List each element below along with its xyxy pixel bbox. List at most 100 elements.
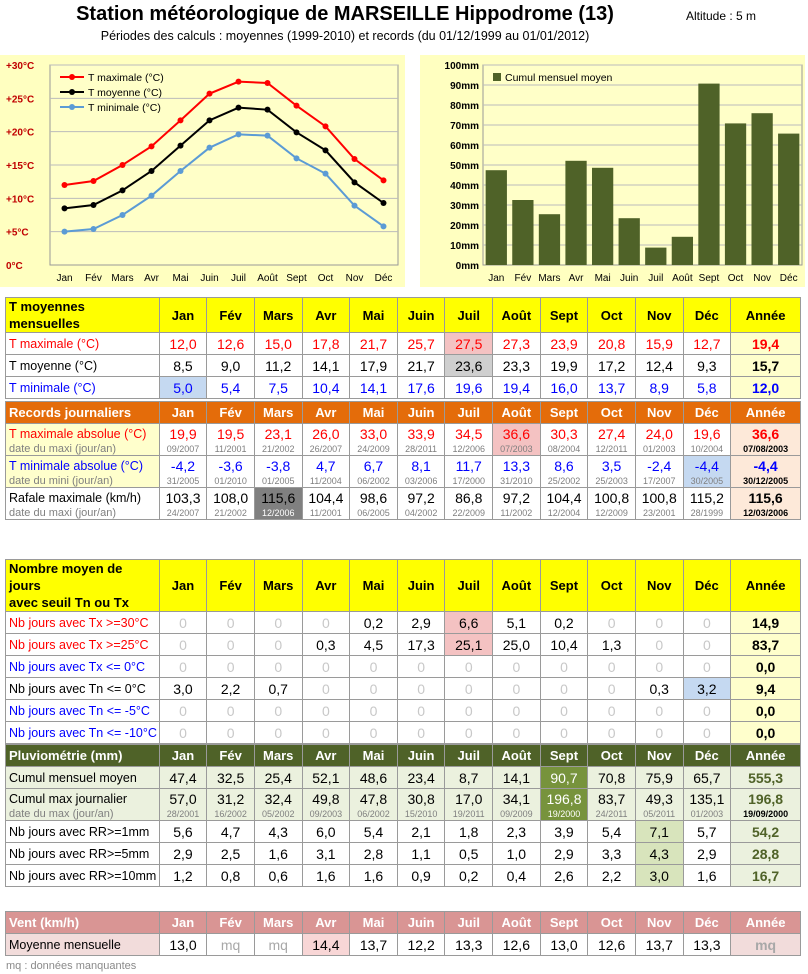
table-cell: 0,7 xyxy=(253,677,303,700)
table-cell: 0 xyxy=(539,699,589,722)
month-header: Oct xyxy=(587,559,636,612)
y-tick-label: 20mm xyxy=(450,221,479,232)
table-cell: 0 xyxy=(253,633,303,656)
month-header: Mai xyxy=(349,559,398,612)
table-cell: 1,8 xyxy=(444,820,494,843)
data-point xyxy=(264,80,271,86)
table-cell: 31,2 xyxy=(206,788,255,809)
x-tick-label: Juil xyxy=(231,273,246,284)
table-cell: 3,3 xyxy=(587,842,636,865)
year-header: Année xyxy=(730,401,801,424)
data-point xyxy=(293,155,300,162)
month-header: Fév xyxy=(206,297,255,333)
date-row: date du maxi (jour/an) 09/2007 11/2001 21/2… xyxy=(5,444,801,456)
legend-swatch xyxy=(493,73,501,81)
table-cell: 26,0 xyxy=(301,423,351,444)
table-cell: 11,7 xyxy=(444,455,494,476)
date-cell: 17/2000 xyxy=(444,476,494,488)
month-header: Mars xyxy=(253,297,303,333)
table-cell: 0 xyxy=(682,699,732,722)
data-point xyxy=(264,132,271,139)
data-point xyxy=(351,179,358,186)
table-cell: 6,7 xyxy=(349,455,398,476)
table-cell: 104,4 xyxy=(539,487,589,508)
bar xyxy=(751,113,773,265)
date-cell: 30/2005 xyxy=(682,476,732,488)
y-tick-label: 10mm xyxy=(450,241,479,252)
table-cell: 0 xyxy=(301,611,351,634)
date-cell: 12/2009 xyxy=(587,508,636,520)
table-t-moyennes: T moyennes mensuelles Jan Fév Mars Avr Mai Jui… xyxy=(5,297,801,399)
date-cell: 28/2001 xyxy=(158,809,208,821)
table-cell: 97,2 xyxy=(396,487,446,508)
table-cell: 0 xyxy=(634,655,684,678)
row-label: Cumul max journalier xyxy=(5,788,160,809)
month-header: Sept xyxy=(539,401,589,424)
year-cell: 0,0 xyxy=(730,655,801,678)
table-cell: 3,5 xyxy=(587,455,636,476)
table-row: Nb jours avec Tx >=25°C 0 0 0 0,3 4,5 17,3 25,1… xyxy=(5,633,801,656)
table-cell: 32,4 xyxy=(253,788,303,809)
x-tick-label: Jan xyxy=(56,273,72,284)
table-cell: 1,0 xyxy=(492,842,541,865)
y-tick-label: +5°C xyxy=(6,228,29,239)
table-cell: 0 xyxy=(587,677,636,700)
date-cell: 28/1999 xyxy=(682,508,732,520)
table-cell: 23,1 xyxy=(253,423,303,444)
table-cell: 0 xyxy=(682,721,732,744)
table-cell: 1,3 xyxy=(587,633,636,656)
table-cell: 17,8 xyxy=(301,332,351,355)
year-cell: 9,4 xyxy=(730,677,801,700)
date-cell: 26/2007 xyxy=(301,444,351,456)
table-cell: 2,6 xyxy=(539,864,589,887)
table-cell: 7,1 xyxy=(634,820,684,843)
x-tick-label: Mai xyxy=(172,273,188,284)
date-cell: 23/2001 xyxy=(634,508,684,520)
table-row: Cumul max journalier 57,0 31,2 32,4 49,8 47,8… xyxy=(5,788,801,809)
table-cell: 0 xyxy=(253,611,303,634)
altitude-label: Altitude : 5 m xyxy=(686,9,757,23)
table-cell: 70,8 xyxy=(587,766,636,789)
date-cell: 19/2000 xyxy=(539,809,589,821)
x-tick-label: Juin xyxy=(620,273,638,284)
table-cell: -4,4 xyxy=(682,455,732,476)
table-cell: 19,4 xyxy=(492,376,541,399)
table-cell: 13,0 xyxy=(539,933,589,956)
table-cell: 0 xyxy=(492,721,541,744)
table-title: Pluviométrie (mm) xyxy=(5,744,160,767)
month-header: Oct xyxy=(587,911,636,934)
date-cell: 06/2002 xyxy=(349,476,398,488)
table-cell: 17,2 xyxy=(587,354,636,377)
data-point xyxy=(322,147,329,154)
data-point xyxy=(119,187,126,194)
data-point xyxy=(293,129,300,136)
row-sublabel: date du maxi (jour/an) xyxy=(5,508,160,520)
table-cell: 83,7 xyxy=(587,788,636,809)
data-point xyxy=(148,192,155,199)
month-header: Sept xyxy=(539,911,589,934)
table-cell: 0 xyxy=(206,611,255,634)
table-cell: 27,4 xyxy=(587,423,636,444)
table-cell: 2,9 xyxy=(539,842,589,865)
data-point xyxy=(351,202,358,209)
date-cell: 15/2010 xyxy=(396,809,446,821)
table-cell: 14,1 xyxy=(349,376,398,399)
table-cell: 0,2 xyxy=(444,864,494,887)
table-cell: 2,2 xyxy=(206,677,255,700)
date-cell: 09/2003 xyxy=(301,809,351,821)
month-header: Nov xyxy=(634,401,684,424)
table-cell: 115,2 xyxy=(682,487,732,508)
date-cell: 11/2004 xyxy=(301,476,351,488)
table-row: Cumul mensuel moyen 47,4 32,5 25,4 52,1 48,6 2… xyxy=(5,766,801,789)
date-cell: 25/2002 xyxy=(539,476,589,488)
table-cell: 0 xyxy=(682,633,732,656)
month-header: Mai xyxy=(349,401,398,424)
bar xyxy=(485,170,507,265)
date-row: date du mini (jour/an) 31/2005 01/2010 01/2… xyxy=(5,476,801,488)
data-point xyxy=(90,178,97,184)
x-tick-label: Avr xyxy=(144,273,159,284)
data-point xyxy=(235,131,242,138)
table-cell: 0,3 xyxy=(634,677,684,700)
data-point xyxy=(206,144,213,151)
table-cell: 0 xyxy=(301,699,351,722)
